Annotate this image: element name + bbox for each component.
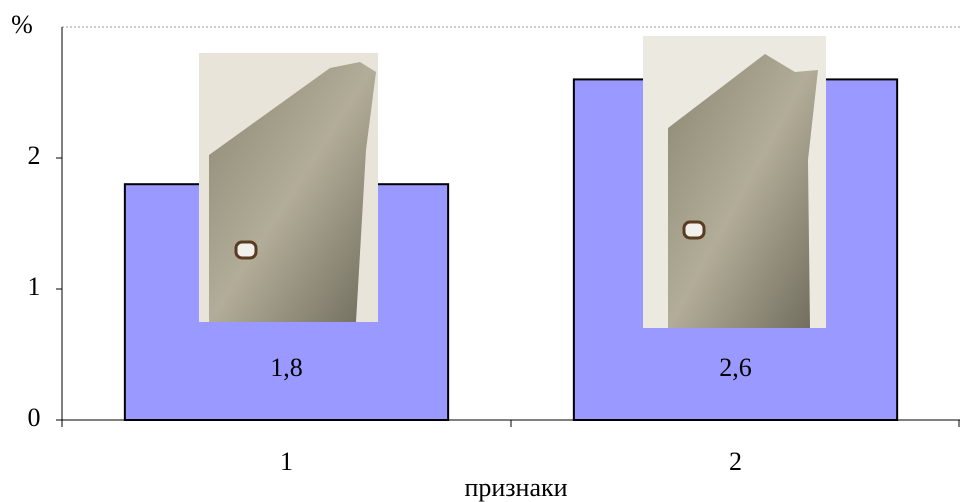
photo (199, 53, 378, 322)
x-tick-label: 1 (280, 447, 293, 476)
photo (643, 36, 826, 328)
x-axis-label: признаки (464, 473, 567, 502)
y-tick-label: 0 (28, 403, 41, 432)
y-tick-label: 1 (28, 272, 41, 301)
y-tick-label: 2 (28, 141, 41, 170)
value-labels: 1,8 2,6 (270, 353, 752, 382)
value-label: 1,8 (270, 353, 303, 382)
value-label: 2,6 (719, 353, 752, 382)
x-tick-label: 2 (729, 447, 742, 476)
y-axis-label: % (11, 10, 33, 39)
